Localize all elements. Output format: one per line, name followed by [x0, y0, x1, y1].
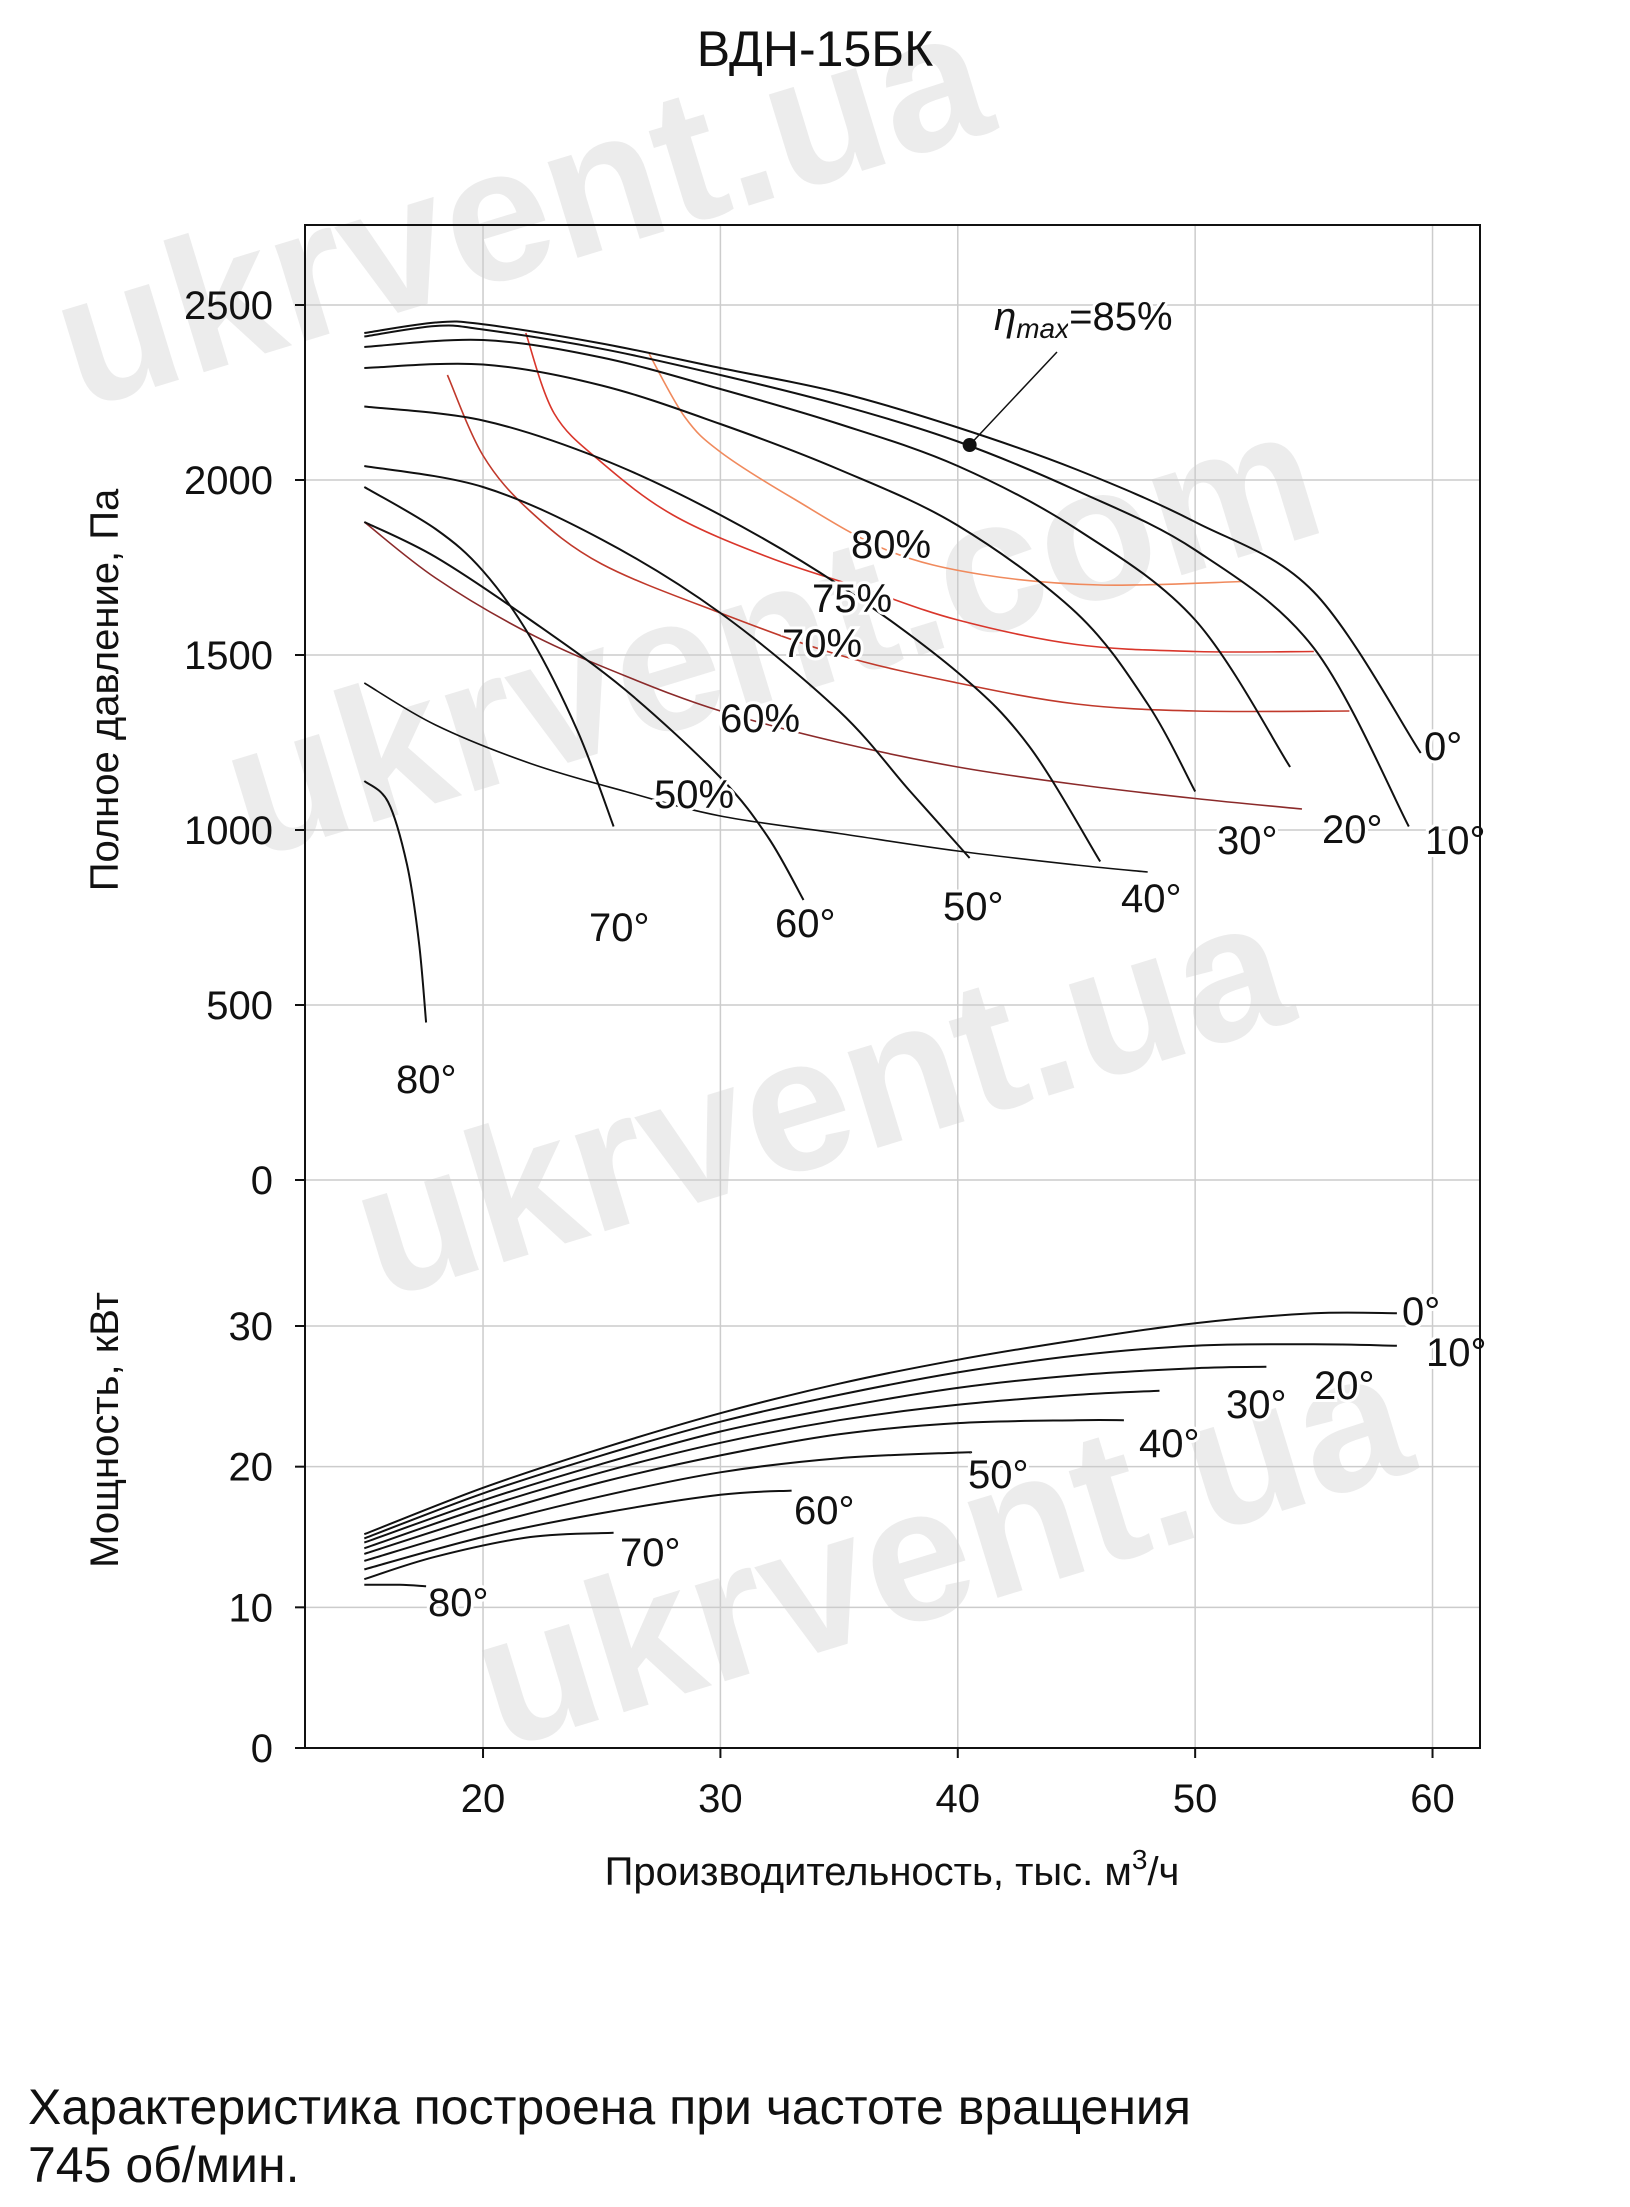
- efficiency-label: 70%: [782, 622, 862, 666]
- eta-max-leader: [969, 351, 1058, 446]
- pressure-curve-label: 40°: [1121, 877, 1182, 921]
- efficiency-curve-50: [363, 682, 1148, 873]
- efficiency-curve-60: [363, 521, 1303, 810]
- efficiency-curve-80: [648, 353, 1243, 586]
- pressure-tick-label: 2000: [184, 459, 273, 503]
- pressure-curve-label: 70°: [589, 906, 650, 950]
- power-curve-10: [363, 1343, 1397, 1540]
- fan-performance-chart: ukrvent.ua ukrvent.com ukrvent.ua ukrven…: [30, 0, 1490, 1894]
- x-axis-label: Производительность, тыс. м3/ч: [605, 1844, 1180, 1894]
- efficiency-curves: [363, 332, 1350, 873]
- caption-line-1: Характеристика построена при частоте вра…: [28, 2079, 1191, 2135]
- power-curve-label: 20°: [1314, 1364, 1375, 1408]
- performance-curves: [363, 320, 1422, 1588]
- x-tick-label: 60: [1410, 1777, 1455, 1821]
- power-curve-label: 80°: [428, 1581, 489, 1625]
- watermark-ua: ukrvent.ua: [450, 1305, 1432, 1789]
- power-curve-label: 40°: [1139, 1422, 1200, 1466]
- plot-frame: [304, 224, 1481, 1749]
- power-tick-label: 30: [229, 1305, 274, 1349]
- power-curve-30: [363, 1389, 1160, 1550]
- pressure-tick-label: 1000: [184, 809, 273, 853]
- pressure-curve-label: 60°: [775, 902, 836, 946]
- power-tick-label: 0: [251, 1727, 273, 1771]
- power-curve-20: [363, 1365, 1267, 1544]
- curve-labels: 0°10°20°30°40°50°60°70°80°50%60%70%75%80…: [393, 292, 1490, 1628]
- pressure-tick-label: 500: [206, 984, 273, 1028]
- pressure-curve-80: [363, 780, 428, 1023]
- pressure-curve-label: 30°: [1217, 819, 1278, 863]
- power-curve-label: 10°: [1426, 1331, 1487, 1375]
- pressure-curve-label: 80°: [396, 1058, 457, 1102]
- power-tick-label: 20: [229, 1446, 274, 1490]
- caption: Характеристика построена при частоте вра…: [28, 2078, 1191, 2194]
- x-tick-label: 50: [1173, 1777, 1218, 1821]
- pressure-curve-label: 10°: [1425, 819, 1486, 863]
- pressure-curve-10: [364, 324, 1410, 827]
- axes-layer: 20 30 40 50 60 0 500 1000 1500 2000 2500 0 10 20 30 Пол…: [83, 224, 1481, 1894]
- power-curve-80: [364, 1583, 427, 1588]
- efficiency-curve-75: [525, 332, 1314, 653]
- eta-max-label: ηmax=85%: [994, 295, 1173, 344]
- power-curve-70: [363, 1531, 614, 1581]
- efficiency-curve-70: [446, 374, 1350, 713]
- pressure-tick-label: 0: [251, 1159, 273, 1203]
- power-curve-0: [363, 1311, 1397, 1536]
- power-curve-label: 50°: [968, 1453, 1029, 1497]
- power-curve-label: 70°: [620, 1531, 681, 1575]
- power-curve-50: [364, 1451, 973, 1562]
- power-curve-40: [363, 1419, 1124, 1555]
- pressure-curve-0: [364, 320, 1422, 754]
- pressure-curve-40: [364, 405, 1102, 863]
- pressure-curve-50: [364, 465, 971, 859]
- pressure-tick-label: 2500: [184, 284, 273, 328]
- efficiency-label: 60%: [720, 697, 800, 741]
- power-curve-label: 30°: [1226, 1383, 1287, 1427]
- pressure-tick-label: 1500: [184, 634, 273, 678]
- x-tick-label: 20: [461, 1777, 506, 1821]
- caption-line-2: 745 об/мин.: [28, 2137, 300, 2193]
- pressure-curve-70: [363, 486, 615, 827]
- efficiency-label: 50%: [654, 773, 734, 817]
- power-curve-60: [364, 1489, 792, 1571]
- pressure-curve-60: [363, 521, 805, 901]
- pressure-curve-label: 0°: [1424, 725, 1462, 769]
- pressure-curve-20: [364, 338, 1291, 768]
- efficiency-label: 75%: [812, 577, 892, 621]
- chart-title: ВДН-15БК: [696, 21, 934, 77]
- power-curve-label: 60°: [794, 1489, 855, 1533]
- x-tick-label: 30: [698, 1777, 743, 1821]
- power-tick-label: 10: [229, 1586, 274, 1630]
- efficiency-label: 80%: [851, 523, 931, 567]
- pressure-curve-30: [364, 362, 1197, 792]
- pressure-curve-label: 20°: [1322, 808, 1383, 852]
- x-tick-label: 40: [936, 1777, 981, 1821]
- power-curve-label: 0°: [1402, 1290, 1440, 1334]
- watermark-layer: ukrvent.ua ukrvent.com ukrvent.ua ukrven…: [30, 0, 1432, 1789]
- pressure-curve-label: 50°: [943, 885, 1004, 929]
- pressure-axis-label: Полное давление, Па: [83, 488, 127, 891]
- power-axis-label: Мощность, кВт: [83, 1292, 127, 1568]
